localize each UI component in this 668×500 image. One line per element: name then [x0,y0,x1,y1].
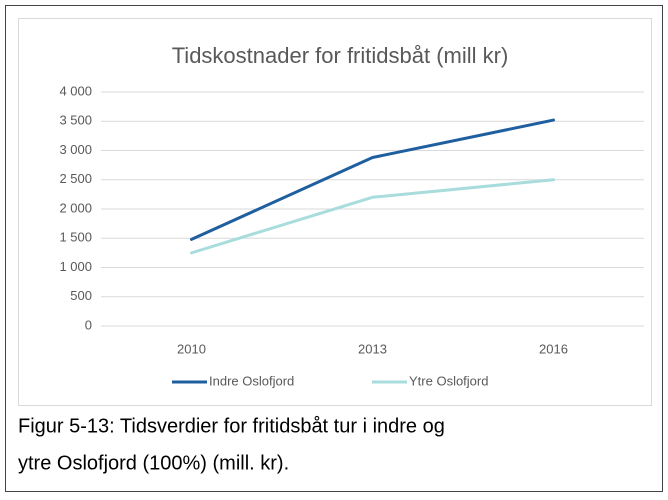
series-line [190,118,555,241]
caption: ytre Oslofjord (100%) (mill. kr). [18,452,289,474]
y-tick-label: 3 000 [59,142,92,157]
series-line [190,178,555,255]
caption: Figur 5-13: Tidsverdier for fritidsbåt t… [18,415,445,437]
y-tick-label: 2 000 [59,200,92,215]
y-tick-label: 1 000 [59,259,92,274]
x-tick-label: 2016 [539,341,568,356]
y-tick-label: 2 500 [59,171,92,186]
x-tick-label: 2010 [177,341,206,356]
chart-title: Tidskostnader for fritidsbåt (mill kr) [172,43,509,68]
y-tick-label: 1 500 [59,230,92,245]
legend-label: Ytre Oslofjord [409,373,488,388]
y-tick-label: 4 000 [59,83,92,98]
y-tick-label: 3 500 [59,113,92,128]
y-tick-label: 500 [70,288,92,303]
y-tick-label: 0 [85,317,92,332]
chart-frame [18,18,652,406]
x-tick-label: 2013 [358,341,387,356]
legend-label: Indre Oslofjord [209,373,294,388]
